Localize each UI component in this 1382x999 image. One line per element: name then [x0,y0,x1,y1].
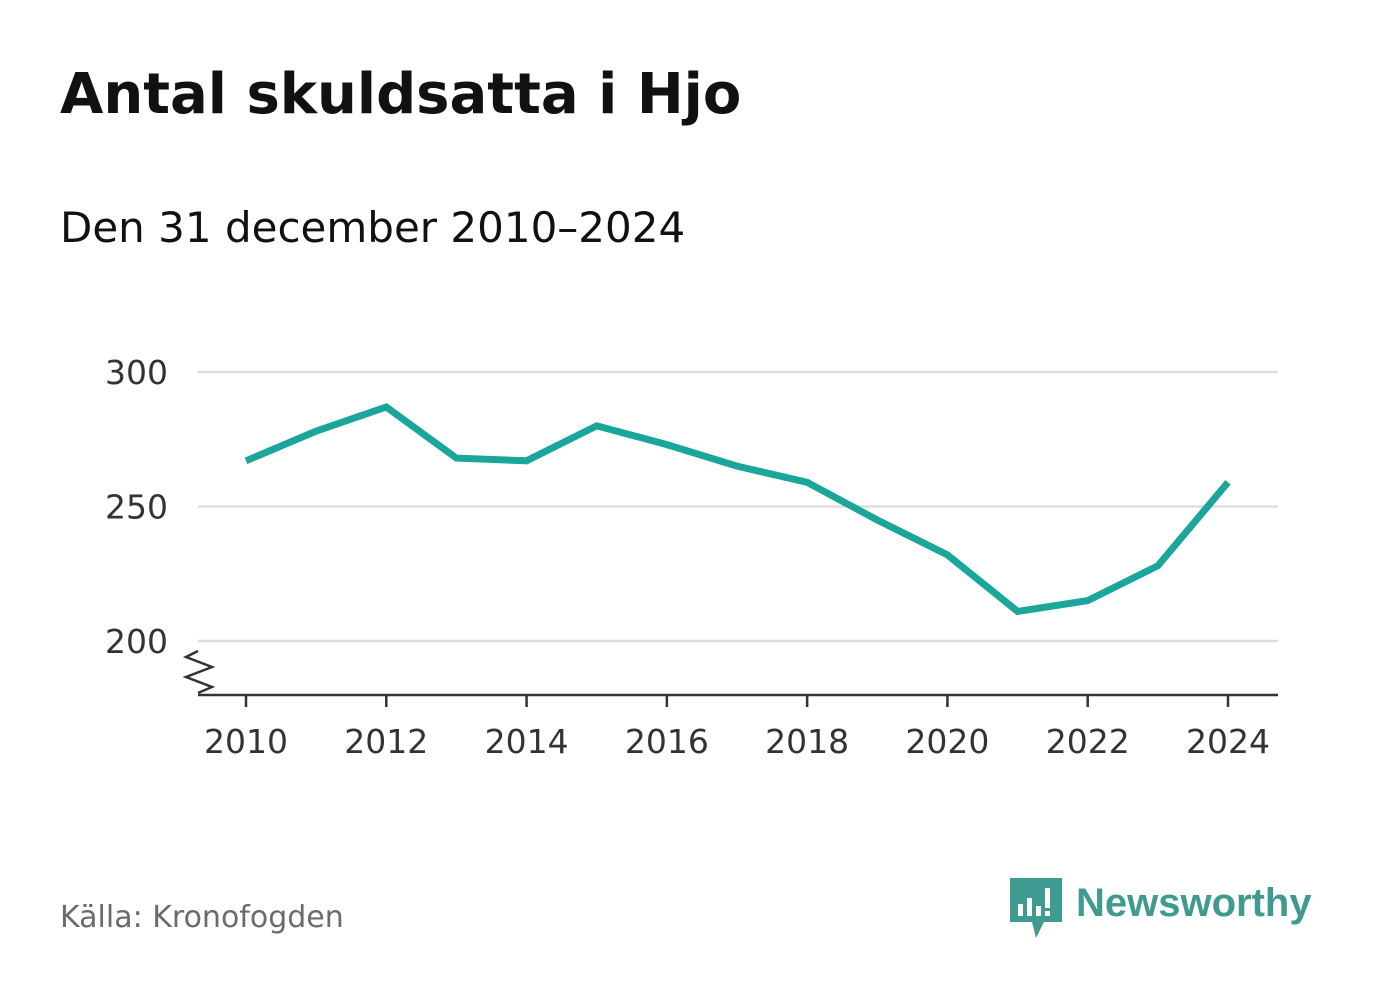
x-tick-label-2024: 2024 [1186,722,1270,761]
chart-title: Antal skuldsatta i Hjo [60,62,742,127]
y-tick-label-300: 300 [105,353,168,392]
y-tick-label-200: 200 [105,622,168,661]
x-tick-label-2018: 2018 [765,722,849,761]
x-tick-label-2010: 2010 [204,722,288,761]
axis-break-icon [182,649,216,695]
newsworthy-logo-icon [1010,878,1062,938]
x-tick-label-2016: 2016 [625,722,709,761]
newsworthy-logo: Newsworthy [1010,878,1312,940]
source-note: Källa: Kronofogden [60,900,344,935]
x-tick-label-2012: 2012 [344,722,428,761]
x-tick-label-2022: 2022 [1046,722,1130,761]
y-tick-label-250: 250 [105,488,168,527]
series-line-0 [244,403,1231,616]
chart-subtitle: Den 31 december 2010–2024 [60,203,686,252]
x-tick-label-2020: 2020 [905,722,989,761]
x-tick-label-2014: 2014 [485,722,569,761]
brand-name: Newsworthy [1076,881,1312,925]
